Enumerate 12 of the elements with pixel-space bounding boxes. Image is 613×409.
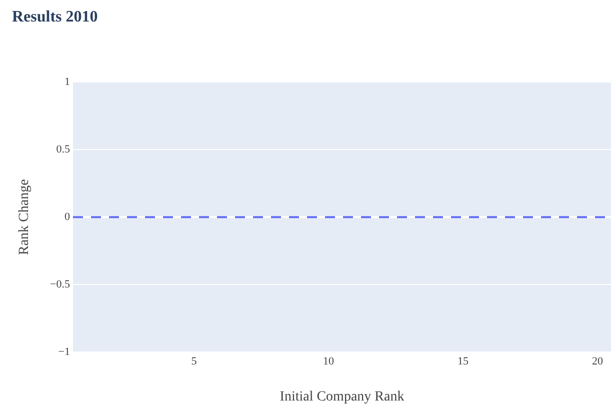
y-tick-label: 0 [64, 210, 70, 223]
x-tick-label: 10 [323, 355, 335, 368]
y-tick-label: −1 [58, 346, 70, 358]
x-tick-label: 20 [592, 355, 604, 368]
x-tick-label: 5 [191, 355, 198, 368]
y-tick-label: 1 [64, 76, 70, 88]
chart-title: Results 2010 [12, 8, 98, 26]
y-tick-label: 0.5 [56, 144, 70, 156]
x-tick-label: 15 [458, 355, 470, 368]
x-axis-title: Initial Company Rank [280, 389, 404, 404]
y-tick-label: −0.5 [50, 278, 70, 290]
y-axis-title: Rank Change [17, 179, 32, 256]
